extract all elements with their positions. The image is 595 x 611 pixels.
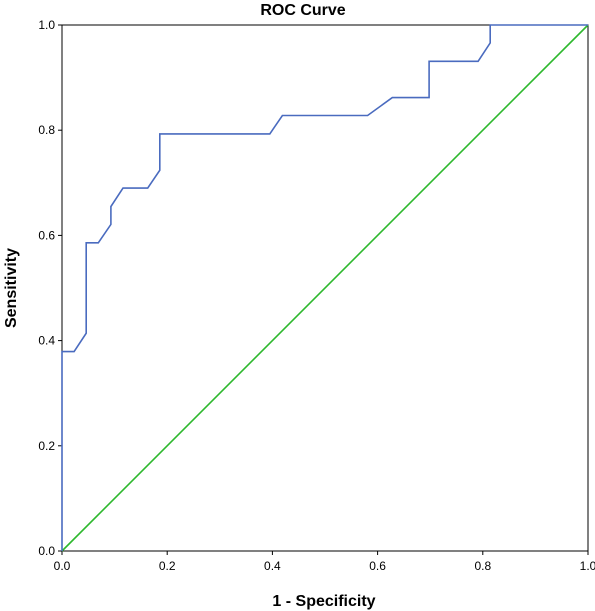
- y-tick-label: 1.0: [38, 18, 55, 32]
- x-tick-label: 1.0: [580, 559, 595, 573]
- y-tick-label: 0.4: [38, 334, 55, 348]
- x-axis: 0.0 0.2 0.4 0.6 0.8 1.0: [54, 551, 595, 573]
- plot-frame: [61, 24, 589, 552]
- x-tick-label: 0.0: [54, 559, 71, 573]
- x-tick-label: 0.4: [264, 559, 281, 573]
- y-axis: 0.0 0.2 0.4 0.6 0.8 1.0: [38, 18, 62, 558]
- chart-title: ROC Curve: [260, 2, 345, 19]
- x-axis-label: 1 - Specificity: [272, 593, 375, 610]
- y-tick-label: 0.2: [38, 439, 55, 453]
- reference-line: [61, 24, 589, 552]
- x-tick-label: 0.8: [474, 559, 491, 573]
- x-tick-label: 0.2: [159, 559, 176, 573]
- y-axis-label: Sensitivity: [3, 248, 20, 328]
- y-tick-label: 0.8: [38, 123, 55, 137]
- y-tick-label: 0.6: [38, 228, 55, 242]
- roc-curve-line: [61, 24, 588, 551]
- series-layer: [61, 24, 589, 552]
- x-tick-label: 0.6: [369, 559, 386, 573]
- y-tick-label: 0.0: [38, 544, 55, 558]
